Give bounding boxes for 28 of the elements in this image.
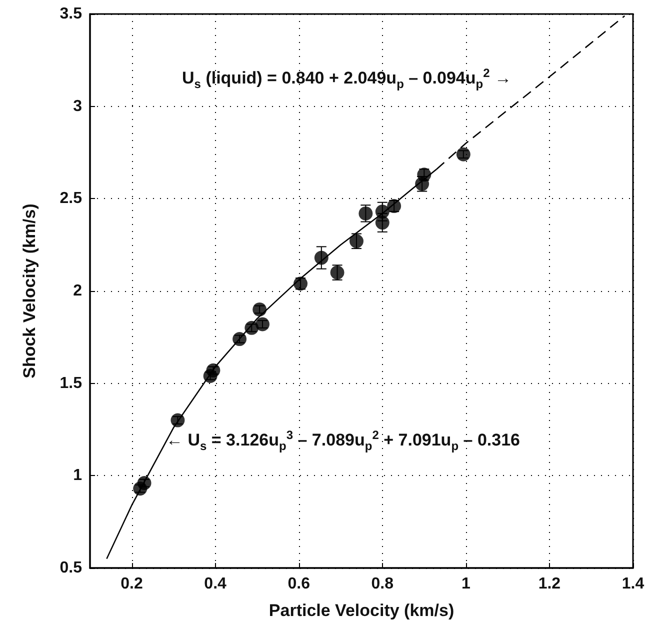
point (137, 476, 152, 490)
point (375, 216, 390, 230)
point (206, 363, 220, 378)
point (456, 147, 470, 162)
y-tick-label: 3 (73, 98, 82, 115)
x-tick-label: 0.8 (371, 576, 394, 592)
point (256, 317, 270, 332)
y-tick-label: 1 (73, 467, 82, 484)
text: ← U$_{s}$ = 3.126u$_{p}$$^{3}$ – 7.089u$_{p}$$^{2}$ + 7.091u$_{p}$ – 0.316 (166, 428, 520, 454)
y-tick-label: 2.5 (60, 190, 82, 208)
x-axis-title: Particle Velocity (km/s) (268, 601, 454, 620)
point (314, 250, 328, 265)
y-tick-label: 3.5 (60, 6, 82, 22)
point (170, 413, 185, 428)
point (244, 320, 259, 335)
y-axis-title: Shock Velocity (km/s) (20, 204, 39, 378)
x-tick-label: 1.2 (538, 576, 561, 592)
y-tick-label: 0.5 (60, 560, 82, 576)
point (232, 332, 247, 346)
y-tick-label: 2 (73, 282, 82, 300)
point (252, 302, 267, 316)
x-tick-label: 0.6 (288, 576, 310, 592)
x-tick-label: 0.4 (204, 576, 227, 592)
x-tick-label: 0.2 (120, 576, 143, 592)
annotation: U$_{s}$ (liquid) = 0.840 + 2.049u$_{p}$ – 0.094u$_{p}$$^{2}$ → (182, 66, 512, 92)
x-tick-label: 1 (461, 576, 470, 592)
y-tick-label: 1.5 (60, 374, 82, 392)
x-tick-label: 1.4 (622, 576, 644, 592)
